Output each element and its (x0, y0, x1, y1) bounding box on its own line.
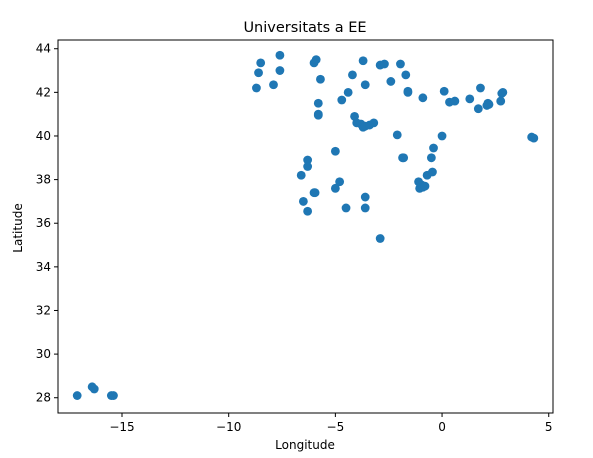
data-point (89, 384, 99, 394)
data-point (275, 50, 285, 60)
data-point (476, 83, 485, 93)
plot-frame (57, 39, 554, 414)
data-point (496, 96, 506, 106)
data-point (343, 87, 353, 97)
data-point (439, 86, 449, 96)
data-point (298, 197, 308, 206)
data-point (437, 131, 447, 141)
data-point (360, 80, 370, 90)
y-axis-label: Latitude (11, 203, 25, 252)
data-point (256, 58, 266, 68)
y-tick-label: 36 (36, 216, 51, 230)
data-point (341, 203, 351, 213)
data-point (303, 162, 313, 171)
data-point (375, 234, 385, 243)
x-tick-label: 5 (545, 420, 553, 434)
data-point (465, 94, 475, 104)
data-point (498, 87, 508, 97)
data-point (386, 77, 396, 86)
data-point (330, 183, 340, 193)
data-point (303, 206, 313, 216)
data-point (296, 170, 306, 180)
x-tick-label: −5 (327, 420, 345, 434)
data-point (396, 59, 405, 69)
data-point (337, 95, 347, 105)
data-point (392, 130, 402, 140)
data-point (420, 181, 430, 191)
x-axis-label: Longitude (275, 438, 335, 452)
data-point (428, 167, 437, 177)
data-point (529, 133, 539, 143)
x-tick-label: −10 (216, 420, 241, 434)
data-point (380, 59, 389, 69)
data-point (473, 104, 483, 114)
y-tick-label: 30 (36, 347, 51, 361)
data-point (72, 391, 82, 400)
data-point (313, 110, 323, 120)
data-point (330, 146, 340, 156)
data-point (401, 70, 411, 80)
data-point (369, 118, 379, 128)
data-point (252, 83, 261, 93)
y-tick-label: 44 (36, 42, 51, 56)
axis-ticks: −15 −10 −5 0 5 28 30 32 34 36 38 40 42 44 (36, 42, 553, 434)
data-point (316, 74, 325, 84)
data-point (310, 188, 320, 198)
data-point (426, 153, 436, 163)
data-point (429, 143, 438, 153)
data-point (450, 96, 460, 106)
y-tick-label: 32 (36, 303, 51, 317)
y-tick-label: 38 (36, 173, 51, 187)
data-point (269, 80, 278, 90)
x-tick-label: −15 (109, 420, 134, 434)
plot-area (72, 50, 539, 400)
data-point (311, 55, 321, 65)
data-point (254, 68, 263, 78)
data-point (418, 93, 428, 103)
data-point (335, 177, 345, 187)
chart-title: Universitats a EE (243, 20, 366, 36)
data-point (399, 153, 409, 163)
data-point (275, 66, 285, 75)
y-tick-label: 34 (36, 260, 51, 274)
data-point (313, 98, 323, 108)
y-tick-label: 40 (36, 129, 51, 143)
data-point (360, 203, 370, 213)
data-point (303, 155, 313, 165)
y-tick-label: 28 (36, 391, 51, 405)
data-point (403, 86, 413, 96)
x-tick-label: 0 (438, 420, 446, 434)
data-point (360, 192, 370, 202)
data-point (358, 56, 368, 66)
data-point (483, 98, 493, 108)
y-tick-label: 42 (36, 85, 51, 99)
data-point (348, 70, 357, 80)
data-point (109, 391, 118, 400)
